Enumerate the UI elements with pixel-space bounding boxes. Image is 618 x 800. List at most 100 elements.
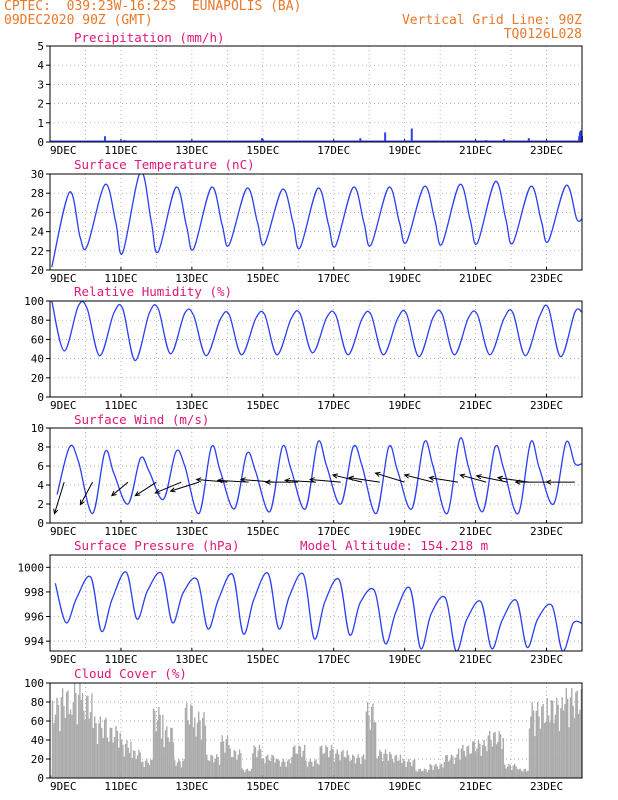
cloud-bar bbox=[484, 746, 487, 778]
cloud-bar bbox=[513, 763, 516, 778]
cloud-bar bbox=[455, 757, 457, 778]
precip-bar bbox=[384, 132, 387, 142]
cloud-bar bbox=[299, 746, 302, 778]
cloud-bar bbox=[101, 727, 103, 778]
cloud-bar bbox=[549, 722, 551, 778]
temp-xtick-label: 17DEC bbox=[317, 272, 350, 285]
cloud-bar bbox=[393, 762, 395, 778]
cloud-bar bbox=[556, 697, 558, 778]
cloud-bar bbox=[124, 744, 127, 778]
cloud-bar bbox=[150, 759, 152, 778]
wind-vector-head bbox=[216, 477, 223, 484]
cloud-xtick-label: 17DEC bbox=[317, 780, 350, 793]
precip-xtick-label: 17DEC bbox=[317, 144, 350, 157]
wind-vector bbox=[375, 472, 405, 483]
cloud-bar bbox=[508, 763, 510, 778]
cloud-bar bbox=[429, 763, 431, 778]
cloud-bar bbox=[435, 763, 437, 778]
cloud-bar bbox=[274, 762, 276, 778]
cloud-bar bbox=[315, 759, 317, 778]
wind-vector-head bbox=[496, 475, 503, 481]
cloud-bar bbox=[460, 748, 463, 778]
cloud-bar bbox=[505, 768, 507, 778]
cloud-bar bbox=[154, 710, 156, 778]
cloud-bar bbox=[264, 763, 266, 778]
rh-xtick-label: 13DEC bbox=[175, 399, 208, 412]
rh-xtick-label: 21DEC bbox=[459, 399, 492, 412]
cloud-bar bbox=[175, 765, 177, 778]
cloud-bar bbox=[228, 744, 230, 778]
cloud-bar bbox=[84, 719, 86, 778]
cloud-bar bbox=[136, 755, 139, 778]
press-series-line bbox=[54, 571, 582, 651]
cloud-bar bbox=[103, 719, 106, 778]
cloud-bar bbox=[160, 738, 163, 778]
cloud-bar bbox=[233, 750, 235, 778]
cloud-bar bbox=[446, 755, 448, 778]
cloud-bar bbox=[391, 758, 394, 778]
cloud-bar bbox=[202, 717, 204, 778]
cloud-bar bbox=[374, 722, 377, 778]
cloud-bar bbox=[295, 753, 297, 778]
cloud-bar bbox=[176, 762, 179, 778]
cloud-bar bbox=[360, 763, 362, 778]
cloud-frame bbox=[49, 682, 583, 779]
cloud-bar bbox=[443, 761, 446, 778]
cloud-bar bbox=[60, 697, 62, 778]
cloud-bar bbox=[127, 747, 129, 778]
cloud-bar bbox=[546, 698, 548, 778]
cloud-bar bbox=[576, 690, 578, 778]
press-ytick-label: 998 bbox=[24, 586, 44, 599]
cloud-bar bbox=[433, 765, 436, 778]
wind-vector bbox=[497, 477, 529, 483]
cloud-bar bbox=[480, 755, 482, 778]
cloud-bar bbox=[499, 734, 502, 778]
cloud-bar bbox=[105, 717, 107, 778]
cloud-bar bbox=[326, 747, 329, 778]
cloud-bar bbox=[242, 769, 245, 778]
cloud-bar bbox=[329, 750, 331, 778]
cloud-bar bbox=[572, 705, 574, 778]
cloud-bar bbox=[168, 741, 171, 778]
precip-bar bbox=[123, 140, 126, 142]
wind-vector-head bbox=[459, 473, 466, 479]
cloud-bar bbox=[439, 764, 441, 778]
cloud-bar bbox=[275, 758, 277, 778]
cloud-bar bbox=[215, 754, 218, 778]
cloud-bar bbox=[419, 768, 421, 778]
wind-vector bbox=[79, 481, 93, 505]
precip-ytick-label: 2 bbox=[37, 98, 44, 111]
cloud-bar bbox=[347, 754, 350, 778]
cloud-bar bbox=[530, 716, 532, 778]
wind-ytick-label: 4 bbox=[37, 479, 44, 492]
cloud-bar bbox=[249, 771, 251, 778]
cloud-bar bbox=[320, 745, 323, 778]
cloud-bar bbox=[206, 754, 208, 778]
cloud-bar bbox=[580, 689, 582, 778]
cloud-bar bbox=[394, 755, 396, 778]
cloud-bar bbox=[191, 705, 193, 778]
cloud-title: Cloud Cover (%) bbox=[74, 666, 187, 681]
cloud-bar bbox=[472, 741, 474, 778]
precip-bar bbox=[410, 128, 413, 142]
cloud-bar bbox=[158, 706, 160, 778]
cloud-bar bbox=[330, 744, 333, 778]
cloud-bar bbox=[64, 718, 66, 778]
rh-xtick-label: 23DEC bbox=[530, 399, 563, 412]
cloud-bar bbox=[96, 743, 99, 778]
cloud-bar bbox=[210, 754, 212, 778]
cloud-bar bbox=[218, 764, 221, 778]
cloud-bar bbox=[256, 757, 258, 778]
cloud-bar bbox=[68, 714, 70, 778]
cloud-bar bbox=[207, 760, 209, 778]
cloud-bar bbox=[172, 742, 175, 778]
cloud-bar bbox=[333, 761, 336, 778]
cloud-bar bbox=[409, 762, 412, 778]
cloud-bar bbox=[187, 720, 189, 778]
cloud-bar bbox=[271, 754, 273, 778]
wind-vector-head bbox=[53, 508, 59, 515]
wind-vector bbox=[404, 474, 434, 483]
cloud-bar bbox=[383, 753, 385, 778]
cloud-bar bbox=[126, 740, 128, 778]
cloud-bar bbox=[536, 702, 539, 778]
